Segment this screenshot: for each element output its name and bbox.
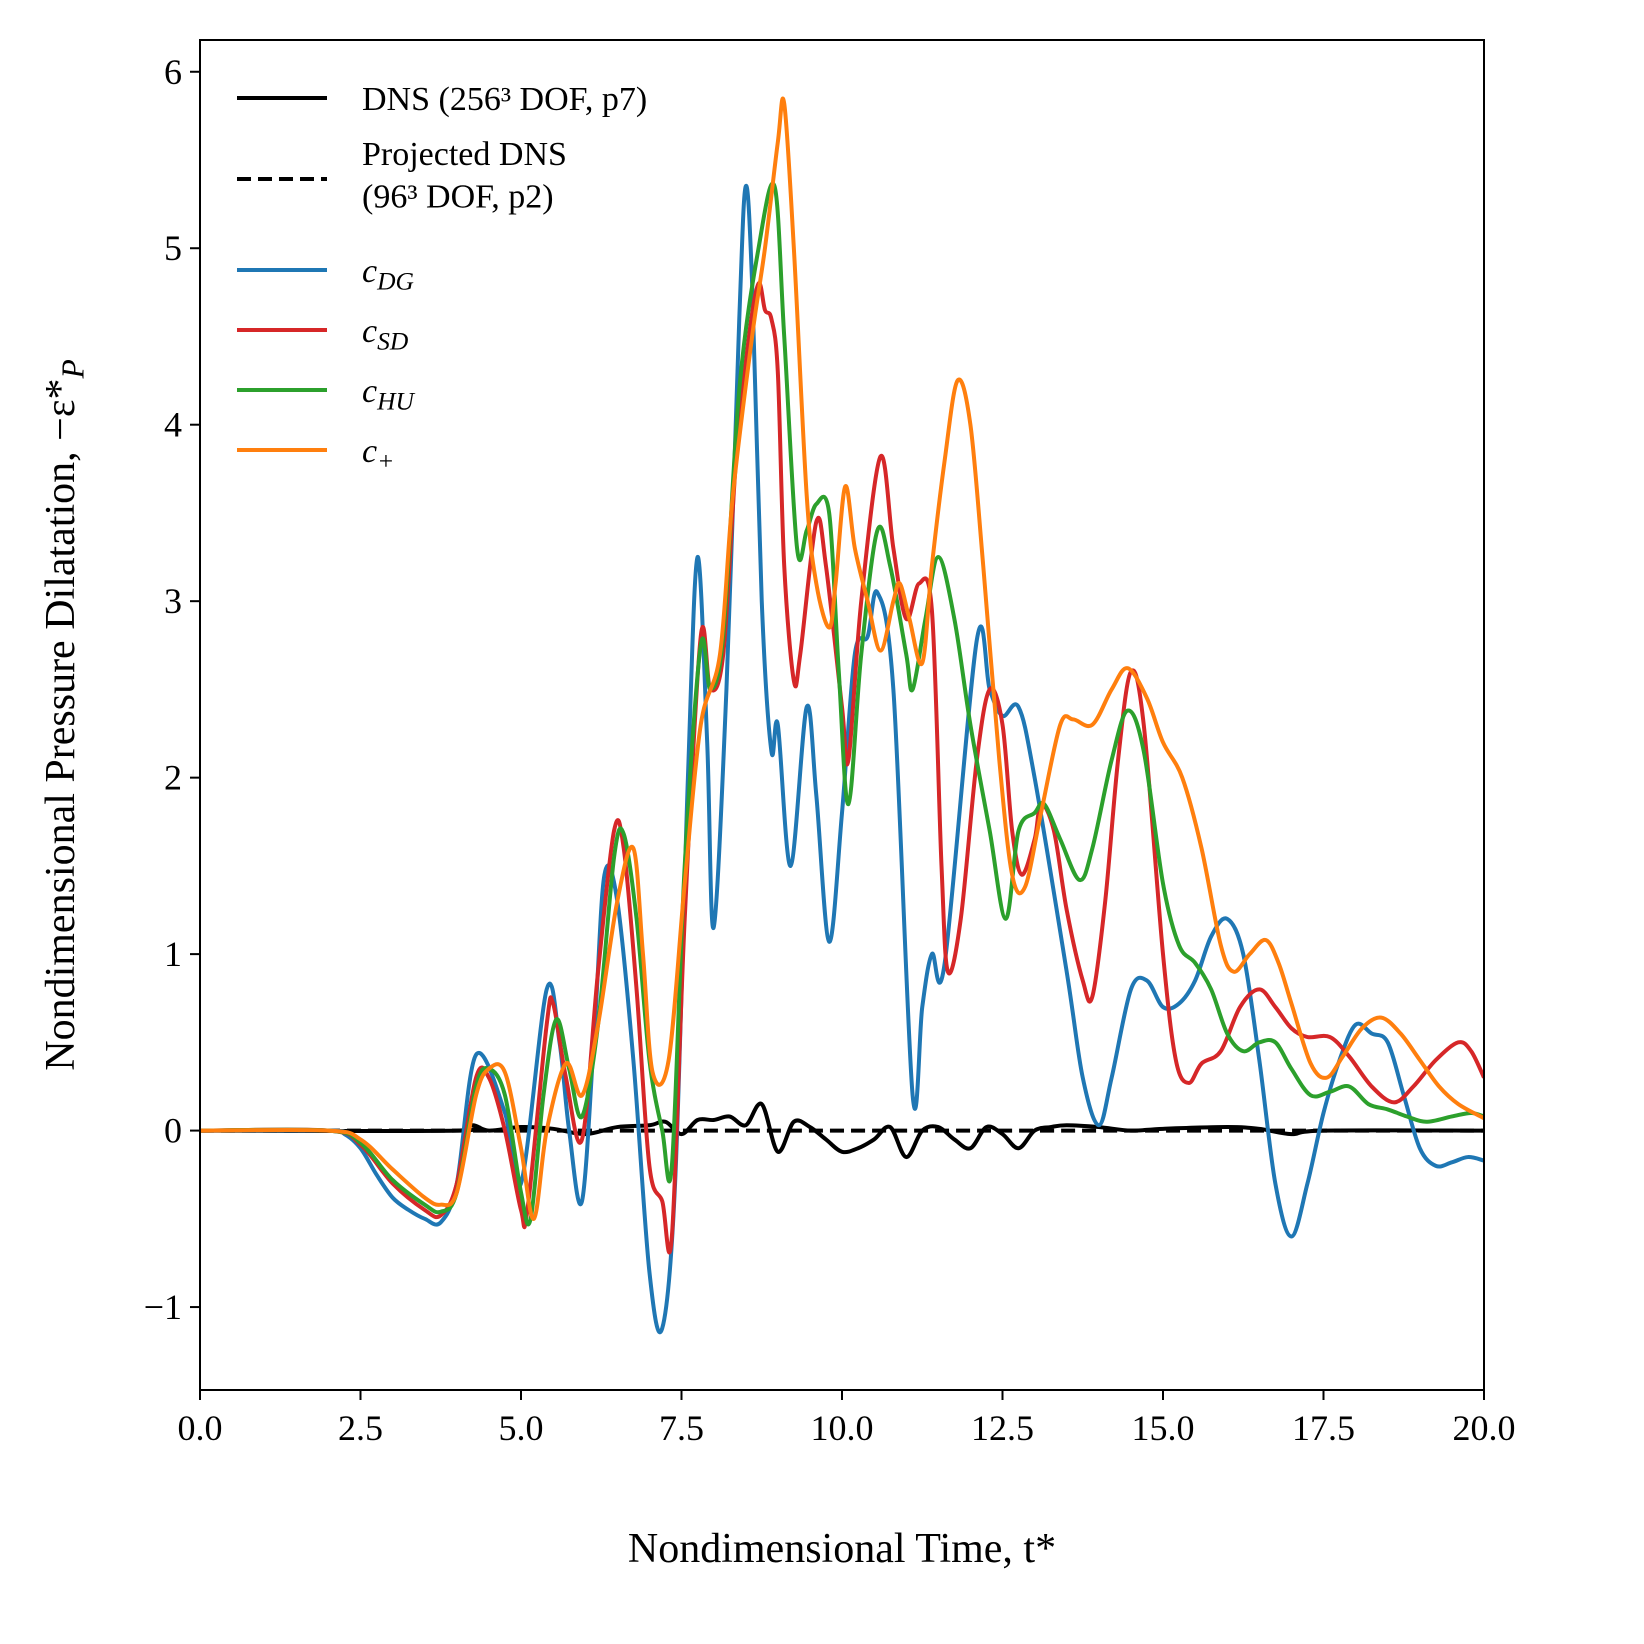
- series-line: [200, 281, 1484, 1255]
- x-tick-label: 5.0: [499, 1408, 544, 1448]
- y-tick-label: 1: [164, 934, 182, 974]
- legend-label: Projected DNS (96³ DOF, p2): [362, 136, 567, 216]
- y-tick-label: 3: [164, 581, 182, 621]
- series-line: [200, 183, 1484, 1335]
- x-tick-label: 20.0: [1453, 1408, 1516, 1448]
- legend-label: DNS (256³ DOF, p7): [362, 81, 647, 118]
- x-tick-label: 10.0: [811, 1408, 874, 1448]
- y-tick-label: 4: [164, 405, 182, 445]
- series-line: [200, 181, 1484, 1227]
- legend-label: c+: [362, 433, 394, 476]
- legend-label: cDG: [362, 253, 414, 296]
- y-axis-label: Nondimensional Pressure Dilatation, −ε*P: [38, 359, 90, 1070]
- plot-frame: [199, 39, 1485, 1391]
- x-axis-label: Nondimensional Time, t*: [628, 1526, 1056, 1572]
- x-tick-label: 15.0: [1132, 1408, 1195, 1448]
- y-tick-label: −1: [144, 1287, 182, 1327]
- x-tick-label: 17.5: [1292, 1408, 1355, 1448]
- y-tick-label: 5: [164, 228, 182, 268]
- x-tick-label: 12.5: [971, 1408, 1034, 1448]
- y-tick-label: 0: [164, 1111, 182, 1151]
- x-tick-label: 0.0: [178, 1408, 223, 1448]
- legend-label: cHU: [362, 373, 416, 416]
- series-line: [200, 96, 1484, 1221]
- x-tick-label: 7.5: [659, 1408, 704, 1448]
- y-tick-label: 2: [164, 758, 182, 798]
- y-tick-label: 6: [164, 52, 182, 92]
- x-tick-label: 2.5: [338, 1408, 383, 1448]
- legend-label: cSD: [362, 313, 409, 356]
